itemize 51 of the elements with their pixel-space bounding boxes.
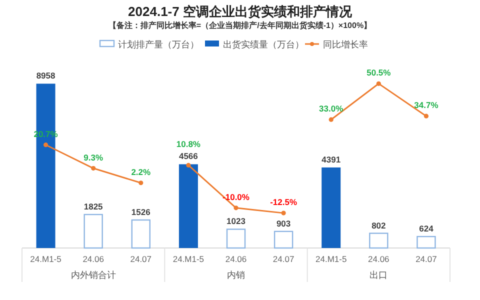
data-label: 8958 bbox=[36, 70, 56, 81]
chart-subtitle: 【备注：排产同比增长率=（企业当期排产/去年同期出货实绩-1）×100%】 bbox=[108, 20, 372, 30]
point bbox=[186, 162, 191, 168]
text: 出口 bbox=[370, 270, 388, 280]
bar bbox=[36, 84, 56, 248]
data-label: -12.5% bbox=[270, 197, 298, 208]
x-tick-label: 24.06 bbox=[368, 254, 390, 264]
point bbox=[376, 81, 381, 86]
x-tick-label: 24.M1-5 bbox=[30, 254, 62, 264]
point bbox=[91, 166, 96, 171]
x-tick-label: 24.M1-5 bbox=[316, 254, 347, 264]
chart-title: 2024.1-7 空调企业出货实绩和排产情况 bbox=[128, 4, 353, 19]
data-label: 10.8% bbox=[176, 139, 201, 150]
data-label: 4391 bbox=[322, 154, 341, 164]
point bbox=[43, 142, 48, 148]
data-label: 802 bbox=[372, 220, 386, 230]
x-tick-label: 24.07 bbox=[130, 254, 152, 264]
bar bbox=[369, 232, 388, 249]
legend-label: 计划排产量（万台） bbox=[118, 40, 199, 50]
point bbox=[281, 210, 286, 216]
point bbox=[424, 114, 429, 118]
bar bbox=[178, 164, 198, 248]
data-label: 50.5% bbox=[366, 68, 392, 78]
data-label: 9.3% bbox=[84, 152, 104, 162]
point bbox=[138, 180, 144, 186]
data-label: 1023 bbox=[226, 216, 246, 226]
bar bbox=[84, 214, 103, 249]
x-tick-label: 24.07 bbox=[272, 254, 294, 264]
x-tick-label: 24.07 bbox=[416, 254, 438, 264]
data-label: 34.7% bbox=[414, 100, 439, 110]
x-tick-label: 24.06 bbox=[82, 254, 104, 264]
point bbox=[328, 117, 334, 122]
bar bbox=[131, 219, 150, 249]
data-label: 33.0% bbox=[319, 104, 344, 114]
text: 内外销合计 bbox=[70, 270, 116, 280]
x-tick-label: 24.06 bbox=[225, 254, 247, 264]
data-label: 1526 bbox=[131, 207, 151, 218]
bar bbox=[226, 228, 246, 249]
x-tick-label: 24.M1-5 bbox=[172, 254, 204, 264]
data-label: 4566 bbox=[178, 151, 198, 162]
bar bbox=[416, 236, 436, 249]
bar bbox=[322, 167, 341, 248]
point bbox=[234, 206, 238, 210]
data-label: 1825 bbox=[84, 202, 104, 212]
legend-label: 同比增长率 bbox=[323, 40, 368, 50]
bar bbox=[274, 230, 294, 249]
legend-label: 出货实绩量（万台） bbox=[223, 40, 304, 50]
text: 内销 bbox=[227, 270, 245, 280]
data-label: 903 bbox=[276, 218, 291, 228]
data-label: 2.2% bbox=[131, 166, 152, 177]
data-label: 624 bbox=[419, 224, 434, 234]
